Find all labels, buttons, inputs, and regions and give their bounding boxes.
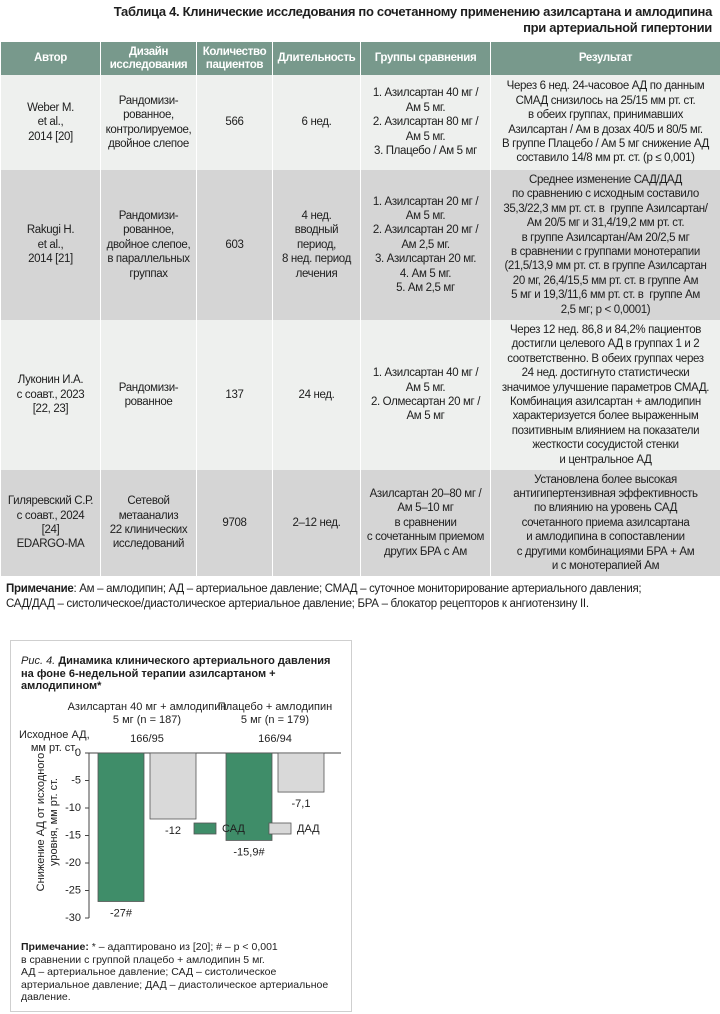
value-label: -15,9# [233,846,265,858]
table-cell: Рандомизи- рованное, контролируемое, дво… [100,75,197,170]
table-cell: Луконин И.А. с соавт., 2023 [22, 23] [0,320,101,470]
bar [97,752,145,902]
table-cell: 1. Азилсартан 20 мг / Ам 5 мг. 2. Азилса… [360,170,491,320]
table-cell: 137 [196,320,273,470]
legend-swatch [268,822,292,835]
column-header: Дизайн исследования [100,42,197,75]
document-title: Таблица 4. Клинические исследования по с… [113,4,713,35]
bar [149,752,197,820]
table-row: Weber M. et al., 2014 [20] Рандомизи- ров… [0,75,720,170]
value-label: -12 [165,825,181,837]
table-cell: Через 6 нед. 24-часовое АД по данным СМА… [490,75,720,170]
table-cell: Азилсартан 20–80 мг / Ам 5–10 мг в сравн… [360,470,491,576]
table-cell: Через 12 нед. 86,8 и 84,2% пациентов дос… [490,320,720,470]
category-label: Азилсартан 40 мг + амлодипин 5 мг (n = 1… [67,701,227,726]
table-cell: Сетевой метаанализ 22 клинических исслед… [100,470,197,576]
column-header: Автор [0,42,101,75]
figure: 0 -5 -10 -15 -20 -25 -30 -27# -15,9# -12 -7,1 166/9… [10,640,352,1012]
column-header: Группы сравнения [360,42,491,75]
table-cell: 9708 [196,470,273,576]
column-header: Количество пациентов [196,42,273,75]
legend-label: САД [222,823,245,835]
table-cell: Weber M. et al., 2014 [20] [0,75,101,170]
table-note: Примечание: Ам – амлодипин; АД – артериа… [6,582,714,612]
figure-title: Динамика клинического артериального давл… [21,655,331,692]
figure-note-label: Примечание: [21,941,89,953]
y-tick-label: -5 [71,774,81,786]
bar [277,752,325,793]
figure-label: Рис. 4. [21,655,56,667]
table-cell: Среднее изменение САД/ДАД по сравнению с… [490,170,720,320]
value-label: -27# [110,907,133,919]
baseline-value: 166/94 [258,733,292,745]
table-cell: 6 нед. [272,75,361,170]
note-text: : Ам – амлодипин; АД – артериальное давл… [6,583,642,610]
figure-note: Примечание: * – адаптировано из [20]; # … [21,941,346,1004]
table-cell: 603 [196,170,273,320]
y-axis-label: Снижение АД от исходного уровня, мм рт. … [35,752,60,892]
header-row: Автор Дизайн исследования Количество пацие… [0,42,720,75]
note-label: Примечание [6,583,74,595]
legend-swatch [193,822,217,835]
table-row: Гиляревский С.Р. с соавт., 2024 [24] EDA… [0,470,720,576]
table-cell: Rakugi H. et al., 2014 [21] [0,170,101,320]
table-cell: Рандомизи- рованное, двойное слепое, в п… [100,170,197,320]
table-cell: Установлена более высокая антигипертензи… [490,470,720,576]
y-tick-label: -15 [65,829,81,841]
table-cell: Гиляревский С.Р. с соавт., 2024 [24] EDA… [0,470,101,576]
value-label: -7,1 [292,798,311,810]
table-cell: Рандомизи- рованное [100,320,197,470]
chart: 0 -5 -10 -15 -20 -25 -30 -27# -15,9# -12 -7,1 166/9… [65,733,341,924]
column-header: Результат [490,42,720,75]
baseline-label: Исходное АД, мм рт. ст. [19,729,90,754]
baseline-value: 166/95 [130,733,164,745]
y-tick-label: -20 [65,857,81,869]
figure-note-text: * – адаптировано из [20]; # – p < 0,001 … [21,941,329,1003]
category-label: Плацебо + амлодипин 5 мг (n = 179) [217,701,333,726]
bar [225,752,273,841]
y-tick-label: -10 [65,802,81,814]
y-tick-label: 0 [75,747,81,759]
data-table: Автор Дизайн исследования Количество пацие… [0,42,720,576]
legend-label: ДАД [297,823,320,835]
y-tick-label: -25 [65,884,81,896]
figure-caption: Рис. 4. Динамика клинического артериальн… [21,655,346,693]
table-cell: 2–12 нед. [272,470,361,576]
column-header: Длительность [272,42,361,75]
table-cell: 1. Азилсартан 40 мг / Ам 5 мг. 2. Олмеса… [360,320,491,470]
table-row: Rakugi H. et al., 2014 [21] Рандомизи- ро… [0,170,720,320]
y-tick-label: -30 [65,912,81,924]
table-cell: 1. Азилсартан 40 мг / Ам 5 мг. 2. Азилса… [360,75,491,170]
table-cell: 566 [196,75,273,170]
table-cell: 4 нед. вводный период, 8 нед. период леч… [272,170,361,320]
table-cell: 24 нед. [272,320,361,470]
table-row: Луконин И.А. с соавт., 2023 [22, 23] Ранд… [0,320,720,470]
